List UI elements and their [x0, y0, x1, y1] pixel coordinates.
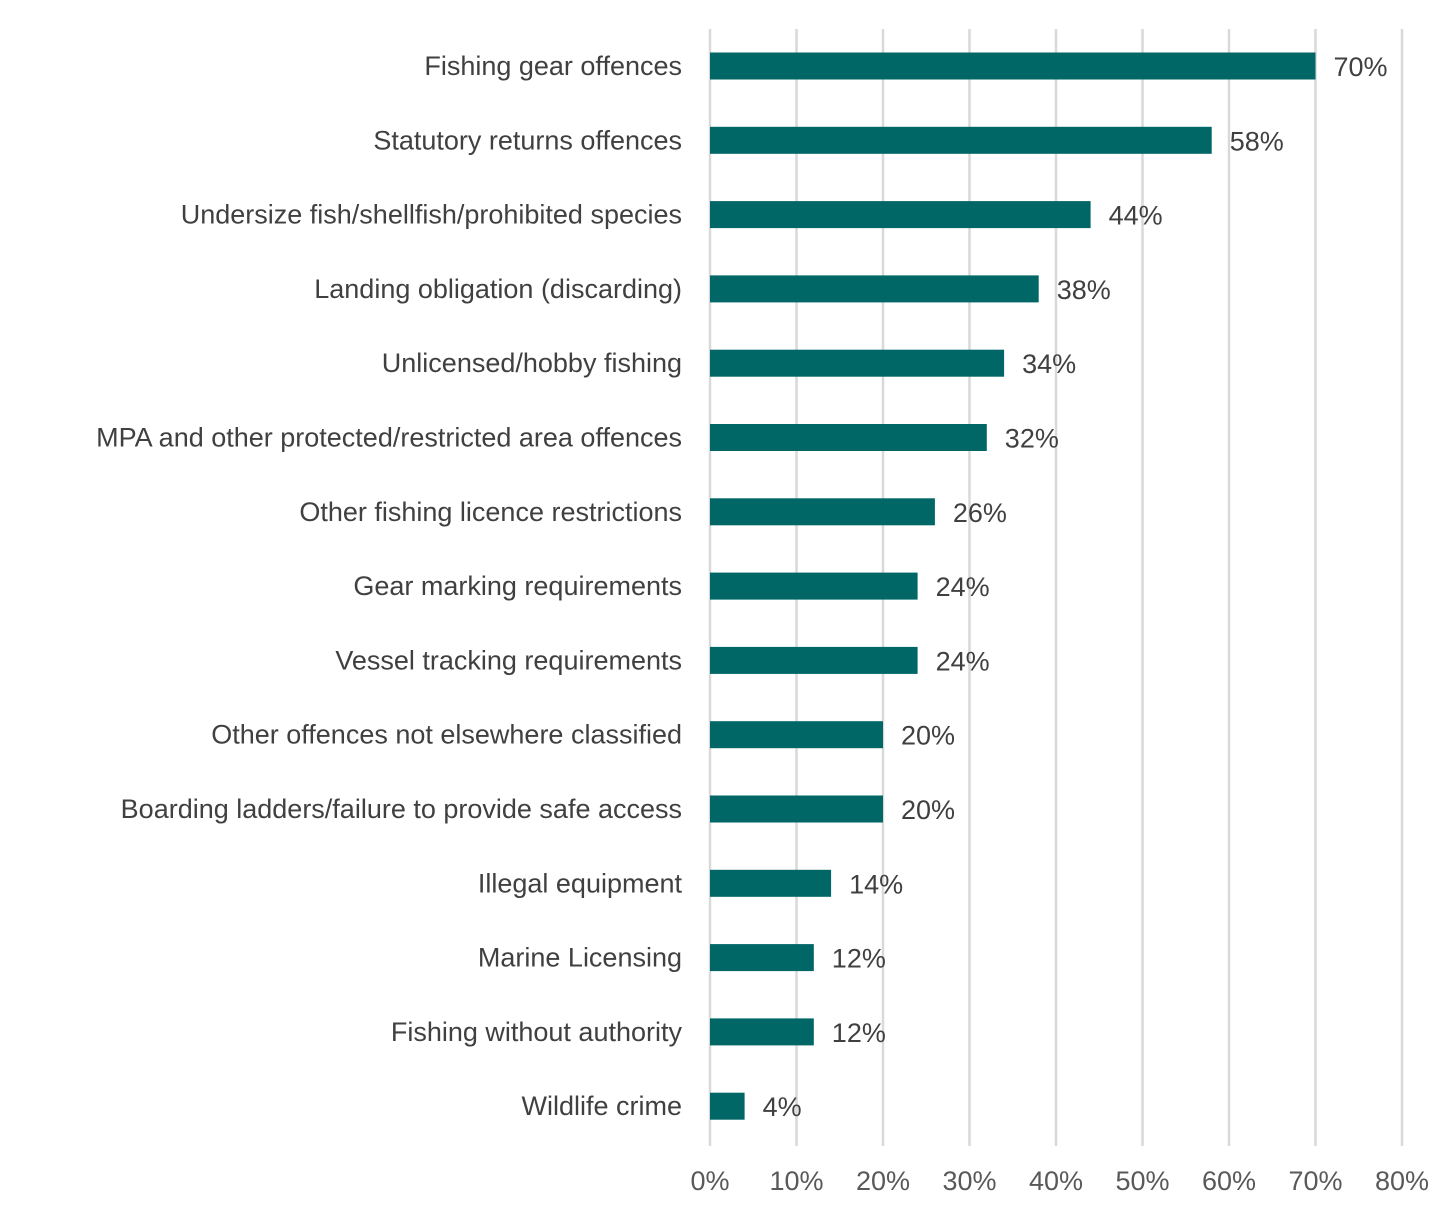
- data-label: 14%: [849, 869, 903, 899]
- data-label: 12%: [832, 944, 886, 974]
- category-label: Vessel tracking requirements: [335, 645, 682, 675]
- data-label: 32%: [1005, 424, 1059, 454]
- bar: [710, 795, 883, 823]
- bar: [710, 126, 1212, 154]
- category-label: Other offences not elsewhere classified: [211, 720, 682, 750]
- bar: [710, 721, 883, 749]
- x-tick-label: 10%: [769, 1166, 823, 1196]
- bar: [710, 349, 1005, 377]
- data-label: 24%: [936, 572, 990, 602]
- category-label: Fishing without authority: [391, 1017, 683, 1047]
- bars: [710, 52, 1316, 1120]
- x-tick-label: 0%: [690, 1166, 729, 1196]
- data-label: 26%: [953, 498, 1007, 528]
- x-tick-label: 20%: [856, 1166, 910, 1196]
- category-label: Statutory returns offences: [373, 125, 682, 155]
- category-label: Landing obligation (discarding): [314, 274, 682, 304]
- x-tick-label: 70%: [1288, 1166, 1342, 1196]
- data-label: 44%: [1109, 201, 1163, 231]
- x-axis-tick-labels: 0% 10% 20% 30% 40% 50% 60% 70% 80%: [690, 1166, 1429, 1196]
- data-label: 20%: [901, 721, 955, 751]
- bar: [710, 1018, 814, 1046]
- bar: [710, 869, 832, 897]
- category-label: Illegal equipment: [478, 868, 683, 898]
- x-tick-label: 30%: [942, 1166, 996, 1196]
- bar: [710, 201, 1091, 229]
- data-label: 70%: [1334, 52, 1388, 82]
- bar: [710, 424, 987, 451]
- value-labels: 70% 58% 44% 38% 34% 32% 26% 24% 24% 20% 20% 14% 12% 1…: [763, 52, 1388, 1122]
- data-label: 24%: [936, 646, 990, 676]
- category-label: Boarding ladders/failure to provide safe…: [121, 794, 682, 824]
- category-label: Marine Licensing: [478, 943, 682, 973]
- bar: [710, 52, 1316, 80]
- bar: [710, 498, 935, 526]
- bar: [710, 646, 918, 674]
- x-tick-label: 50%: [1115, 1166, 1169, 1196]
- category-label: Fishing gear offences: [424, 51, 682, 81]
- x-tick-label: 40%: [1029, 1166, 1083, 1196]
- bar: [710, 572, 918, 600]
- data-label: 12%: [832, 1018, 886, 1048]
- bar: [710, 275, 1039, 303]
- category-label: Unlicensed/hobby fishing: [382, 348, 682, 378]
- category-label: MPA and other protected/restricted area …: [96, 423, 682, 453]
- data-label: 20%: [901, 795, 955, 825]
- bar: [710, 944, 814, 972]
- category-label: Undersize fish/shellfish/prohibited spec…: [181, 200, 682, 230]
- category-label: Other fishing licence restrictions: [299, 497, 682, 527]
- data-label: 58%: [1230, 126, 1284, 156]
- x-tick-label: 80%: [1375, 1166, 1429, 1196]
- category-label: Wildlife crime: [521, 1091, 682, 1121]
- category-labels: Fishing gear offences Statutory returns o…: [96, 51, 682, 1121]
- data-label: 38%: [1057, 275, 1111, 305]
- data-label: 34%: [1022, 349, 1076, 379]
- x-tick-label: 60%: [1202, 1166, 1256, 1196]
- category-label: Gear marking requirements: [353, 571, 682, 601]
- bar: [710, 1092, 745, 1120]
- data-label: 4%: [763, 1092, 802, 1122]
